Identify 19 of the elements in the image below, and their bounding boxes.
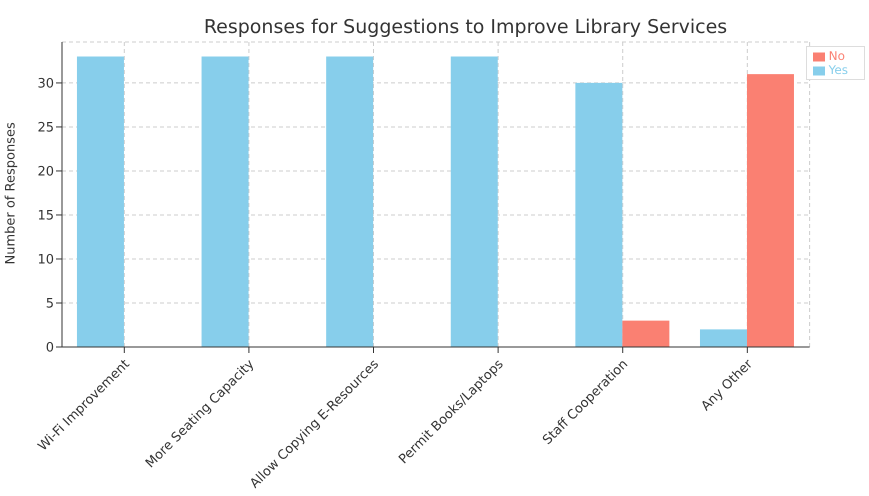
bar [700,329,747,347]
legend-label: No [828,49,845,63]
bar [76,56,124,347]
bar [746,74,794,347]
y-tick-label: 25 [37,120,54,136]
y-tick-label: 0 [46,340,54,356]
bar [326,56,374,347]
chart-title: Responses for Suggestions to Improve Library Services [202,16,728,38]
y-tick-label: 10 [37,252,54,268]
legend-label: Yes [828,63,848,77]
y-tick-label: 5 [46,296,54,312]
bar [575,82,622,347]
y-tick-label: 15 [37,208,54,224]
y-tick-label: 30 [37,76,54,92]
y-tick-label: 20 [37,164,54,180]
y-axis-title: Number of Responses [4,122,19,264]
bar [202,56,249,347]
bar [622,320,670,347]
bar [450,56,498,347]
